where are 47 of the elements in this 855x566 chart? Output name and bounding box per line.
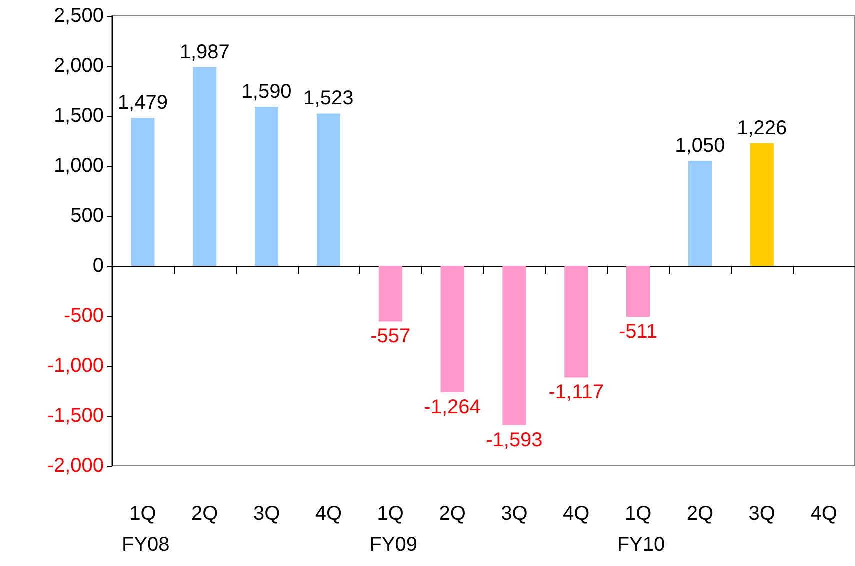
bar <box>564 266 588 378</box>
data-label: 1,987 <box>180 41 230 64</box>
x-tick-label: 2Q <box>439 503 466 525</box>
data-label: 1,226 <box>737 117 788 140</box>
x-tick-label: 4Q <box>810 503 838 525</box>
x-tick-label: 1Q <box>377 503 404 525</box>
data-label: 1,479 <box>118 92 168 114</box>
data-label: -511 <box>619 321 658 344</box>
y-tick-label: 2,500 <box>54 5 104 27</box>
x-tick-label: 3Q <box>501 503 528 525</box>
data-label: -1,117 <box>548 382 604 404</box>
y-tick-label: 1,000 <box>54 155 104 177</box>
x-tick-label: 3Q <box>253 503 280 525</box>
bar <box>131 118 155 266</box>
y-tick-label: -1,000 <box>47 355 104 377</box>
bar <box>255 107 279 266</box>
bar <box>378 266 402 322</box>
bar <box>193 67 217 266</box>
y-tick-label: 500 <box>70 205 104 227</box>
y-tick-label: 1,500 <box>54 105 104 127</box>
text: FY10 <box>617 534 666 556</box>
data-label: 1,590 <box>242 81 292 103</box>
y-tick-label: -2,000 <box>47 455 104 477</box>
y-tick-label: -1,500 <box>47 405 104 427</box>
bar <box>688 161 712 266</box>
data-label: 1,523 <box>304 88 354 110</box>
y-tick-label: 0 <box>92 255 104 277</box>
y-tick-label: 2,000 <box>54 55 104 77</box>
data-label: -1,593 <box>486 429 543 452</box>
bar <box>316 114 340 266</box>
x-tick-label: 3Q <box>748 503 776 525</box>
data-label: 1,050 <box>675 135 726 157</box>
x-tick-label: 1Q <box>624 503 652 525</box>
y-tick-label: -500 <box>64 305 104 327</box>
text: FY08 <box>122 534 170 556</box>
data-label: -1,264 <box>424 396 481 418</box>
bar <box>626 266 650 318</box>
data-label: -557 <box>370 326 411 348</box>
x-tick-label: 2Q <box>192 503 218 525</box>
bar <box>750 143 774 266</box>
x-tick-label: 4Q <box>315 503 342 525</box>
bar <box>502 266 526 426</box>
text: FY09 <box>370 534 418 556</box>
x-tick-label: 4Q <box>563 503 590 525</box>
bar <box>440 266 464 392</box>
x-tick-label: 2Q <box>686 503 714 525</box>
x-tick-label: 1Q <box>130 503 156 525</box>
